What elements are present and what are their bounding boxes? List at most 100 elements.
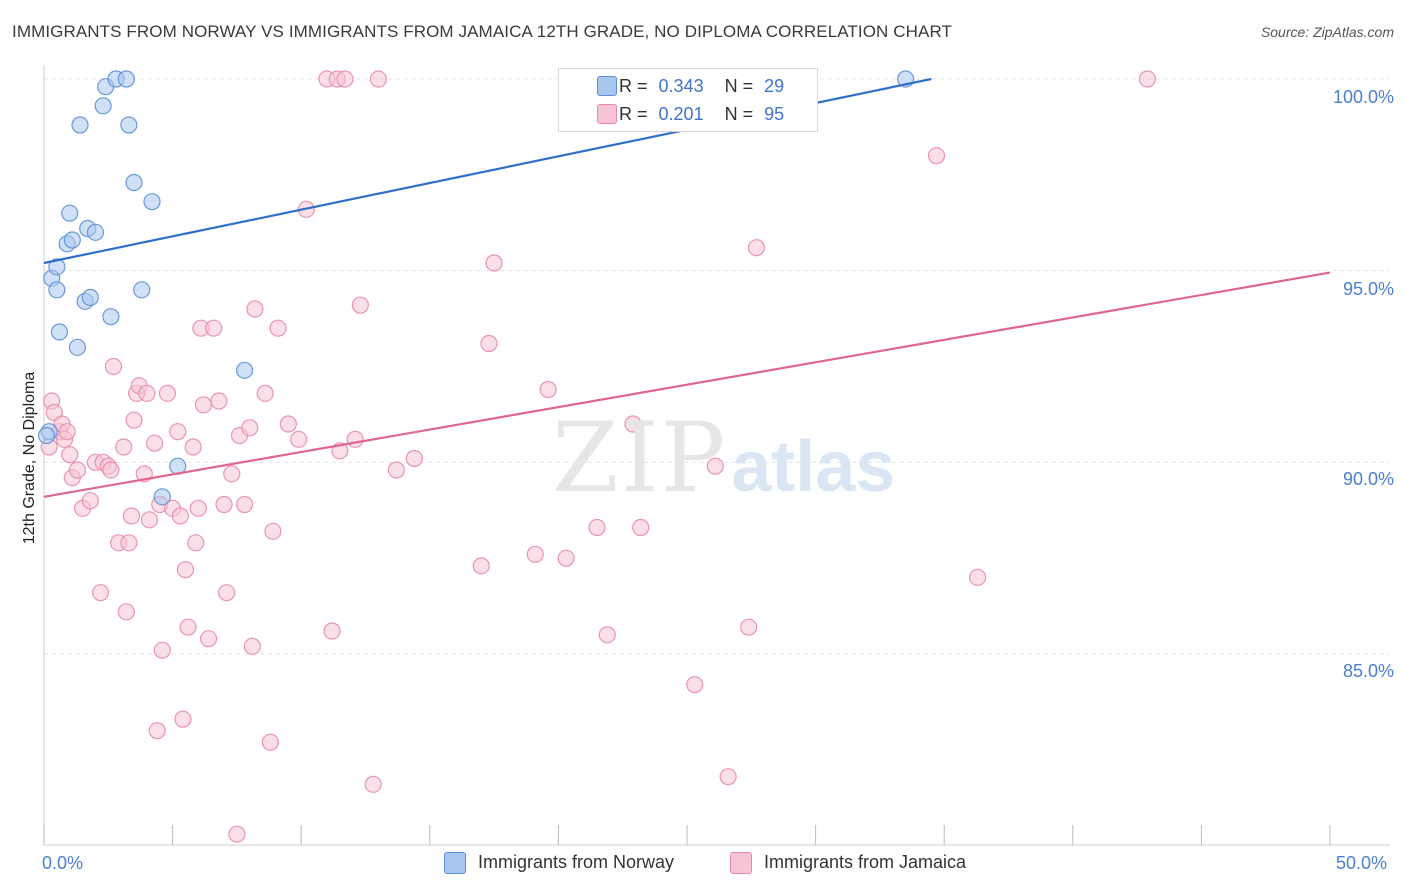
point-jamaica-32: [153, 641, 171, 659]
point-jamaica-48: [215, 495, 233, 514]
point-jamaica-17: [104, 357, 123, 376]
chart-source: Source: ZipAtlas.com: [1260, 24, 1394, 40]
point-jamaica-45: [200, 630, 218, 648]
point-norway-20: [125, 173, 143, 192]
point-jamaica-93: [969, 568, 987, 586]
legend-jamaica-n: 95: [764, 104, 785, 124]
y-axis-title: 12th Grade, No Diploma: [21, 371, 38, 545]
point-jamaica-74: [405, 449, 423, 468]
point-jamaica-94: [1138, 70, 1156, 88]
point-jamaica-44: [194, 396, 213, 414]
legend-swatch-norway: [597, 76, 617, 96]
point-jamaica-72: [369, 70, 387, 88]
point-jamaica-30: [148, 722, 166, 740]
point-jamaica-73: [387, 461, 405, 479]
point-jamaica-37: [174, 710, 192, 728]
point-jamaica-33: [158, 384, 177, 402]
point-jamaica-71: [364, 775, 382, 793]
watermark-atlas: atlas: [731, 427, 896, 507]
legend-jamaica-r: 0.201: [658, 104, 704, 124]
point-jamaica-57: [256, 384, 274, 402]
point-jamaica-76: [480, 334, 498, 353]
series-legend-label-norway: Immigrants from Norway: [478, 852, 675, 872]
point-jamaica-86: [706, 457, 724, 475]
point-jamaica-75: [472, 557, 490, 575]
point-jamaica-40: [184, 438, 202, 456]
trendline-jamaica: [43, 271, 1331, 498]
point-jamaica-41: [187, 534, 205, 552]
point-norway-9: [71, 116, 89, 134]
legend-norway-r-label: R =: [619, 76, 648, 96]
chart-title: IMMIGRANTS FROM NORWAY VS IMMIGRANTS FRO…: [12, 22, 952, 41]
point-jamaica-69: [346, 430, 364, 448]
point-jamaica-36: [171, 507, 189, 525]
point-jamaica-82: [598, 626, 616, 644]
point-norway-8: [68, 338, 87, 356]
legend-norway-r: 0.343: [658, 76, 704, 96]
legend-norway-n: 29: [764, 76, 785, 96]
point-jamaica-62: [290, 430, 308, 448]
point-jamaica-84: [632, 518, 650, 537]
y-tick-label-100: 100.0%: [1332, 87, 1394, 107]
point-jamaica-60: [269, 319, 287, 337]
point-jamaica-22: [122, 507, 141, 525]
point-jamaica-6: [58, 423, 76, 441]
point-jamaica-59: [264, 522, 282, 540]
x-tick-label-0: 0.0%: [42, 853, 84, 873]
point-jamaica-9: [68, 461, 87, 479]
point-jamaica-85: [686, 676, 704, 694]
zipatlas-watermark: ZIPatlas: [552, 402, 895, 514]
point-jamaica-88: [740, 618, 758, 636]
point-jamaica-47: [210, 392, 228, 410]
point-jamaica-51: [228, 825, 246, 843]
point-jamaica-83: [624, 415, 642, 433]
point-jamaica-89: [747, 239, 766, 257]
point-norway-22: [143, 193, 161, 211]
point-jamaica-65: [323, 622, 341, 640]
point-jamaica-92: [927, 147, 946, 165]
point-norway-18: [117, 70, 135, 88]
y-tick-label-95: 95.0%: [1342, 279, 1394, 299]
point-jamaica-11: [81, 492, 99, 510]
legend-norway-n-label: N =: [724, 76, 754, 96]
correlation-legend: R = 0.343 N = 29 R = 0.201 N = 95: [558, 68, 818, 132]
legend-row-jamaica: R = 0.201 N = 95: [597, 104, 785, 125]
point-norway-28: [37, 426, 56, 445]
legend-swatch-jamaica: [597, 104, 617, 124]
series-legend-swatch-jamaica: [730, 852, 752, 874]
point-jamaica-39: [179, 618, 197, 636]
y-tick-label-90: 90.0%: [1342, 469, 1394, 489]
point-jamaica-50: [223, 465, 241, 483]
point-jamaica-27: [138, 384, 156, 402]
point-jamaica-42: [189, 499, 207, 517]
point-norway-4: [50, 323, 69, 341]
point-jamaica-87: [719, 768, 737, 786]
point-jamaica-23: [125, 411, 143, 429]
point-jamaica-56: [246, 300, 264, 318]
point-jamaica-7: [61, 446, 79, 464]
point-jamaica-29: [145, 434, 164, 452]
x-tick-label-50: 50.0%: [1336, 853, 1388, 873]
point-jamaica-19: [115, 438, 133, 456]
point-jamaica-35: [169, 423, 187, 441]
point-norway-23: [153, 488, 171, 506]
point-jamaica-46: [205, 319, 223, 337]
point-jamaica-55: [243, 637, 261, 655]
y-tick-label-85: 85.0%: [1342, 661, 1394, 681]
point-jamaica-49: [218, 584, 236, 602]
point-norway-21: [133, 281, 151, 299]
watermark-zip: ZIP: [552, 402, 728, 514]
point-norway-25: [236, 361, 254, 379]
point-jamaica-61: [279, 415, 297, 433]
point-norway-12: [81, 288, 99, 307]
point-jamaica-20: [117, 603, 135, 621]
legend-jamaica-n-label: N =: [724, 104, 754, 124]
point-jamaica-78: [526, 545, 544, 563]
series-legend-swatch-norway: [444, 852, 466, 874]
series-legend-label-jamaica: Immigrants from Jamaica: [764, 852, 967, 872]
point-jamaica-58: [261, 733, 279, 751]
point-jamaica-28: [140, 511, 159, 529]
point-jamaica-68: [336, 70, 354, 88]
point-jamaica-53: [236, 495, 254, 514]
point-jamaica-81: [588, 518, 606, 537]
